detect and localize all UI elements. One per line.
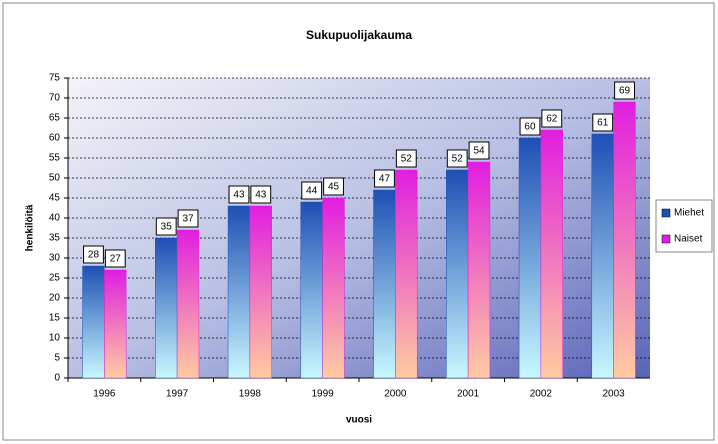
data-label: 44 xyxy=(306,186,318,197)
bar xyxy=(104,269,127,379)
data-label: 27 xyxy=(110,254,122,265)
x-tick-label: 2001 xyxy=(457,389,480,400)
data-label: 28 xyxy=(88,250,100,261)
x-tick-label: 2000 xyxy=(384,389,407,400)
data-label-box xyxy=(104,249,126,268)
data-label-box xyxy=(155,217,177,236)
y-tick-label: 25 xyxy=(49,273,61,284)
y-tick-label: 65 xyxy=(49,113,61,124)
data-label: 47 xyxy=(379,174,391,185)
legend-label: Naiset xyxy=(674,234,703,245)
data-label-box xyxy=(250,185,272,204)
y-tick-label: 5 xyxy=(54,353,60,364)
x-tick-label: 1997 xyxy=(166,389,189,400)
y-tick-label: 20 xyxy=(49,293,61,304)
data-label-box xyxy=(446,149,468,168)
x-axis-label: vuosi xyxy=(346,415,372,426)
y-tick-label: 60 xyxy=(49,133,61,144)
bar xyxy=(518,137,542,379)
y-tick-label: 15 xyxy=(49,313,61,324)
bar xyxy=(249,205,272,379)
data-label: 54 xyxy=(473,146,485,157)
legend-swatch xyxy=(661,234,671,244)
y-tick-label: 45 xyxy=(49,193,61,204)
legend-swatch xyxy=(661,208,671,218)
data-label: 60 xyxy=(524,122,536,133)
y-tick-label: 55 xyxy=(49,153,61,164)
bar xyxy=(467,161,491,379)
x-tick-label: 2002 xyxy=(530,389,553,400)
y-tick-label: 35 xyxy=(49,233,61,244)
bar xyxy=(155,237,178,379)
data-label-box xyxy=(374,169,395,188)
data-label-box xyxy=(323,177,344,196)
data-label-box xyxy=(592,113,614,132)
data-label-box xyxy=(177,209,199,228)
data-label-box xyxy=(395,149,417,168)
bar xyxy=(373,189,396,379)
x-tick-label: 1996 xyxy=(93,389,116,400)
data-label: 69 xyxy=(619,86,631,97)
y-tick-label: 30 xyxy=(49,253,61,264)
data-label: 43 xyxy=(255,190,267,201)
y-tick-label: 50 xyxy=(49,173,61,184)
data-label: 52 xyxy=(401,154,413,165)
data-label: 43 xyxy=(233,190,245,201)
bar xyxy=(613,101,636,379)
bar xyxy=(446,169,469,379)
chart-title: Sukupuolijakauma xyxy=(306,28,412,42)
data-label-box xyxy=(228,185,250,204)
data-label: 52 xyxy=(452,154,464,165)
data-label-box xyxy=(614,81,635,100)
data-label-box xyxy=(301,181,323,200)
y-tick-label: 40 xyxy=(49,213,61,224)
y-axis-label: henkilöitä xyxy=(25,204,36,251)
bar xyxy=(300,201,323,379)
data-label: 62 xyxy=(546,114,558,125)
y-tick-label: 10 xyxy=(49,333,61,344)
y-tick-label: 0 xyxy=(54,373,60,384)
y-tick-label: 70 xyxy=(49,93,61,104)
x-tick-label: 1999 xyxy=(312,389,335,400)
bar xyxy=(395,169,418,379)
legend-box xyxy=(655,199,713,253)
data-label: 37 xyxy=(182,214,194,225)
data-label: 45 xyxy=(328,182,340,193)
legend-label: Miehet xyxy=(674,208,704,219)
data-label-box xyxy=(468,141,490,160)
bar xyxy=(227,205,251,379)
data-label: 61 xyxy=(597,118,609,129)
y-tick-label: 75 xyxy=(49,73,61,84)
data-label-box xyxy=(519,117,541,136)
bar xyxy=(82,265,105,379)
data-label: 35 xyxy=(161,222,173,233)
bar xyxy=(176,229,200,379)
bar xyxy=(591,133,614,379)
data-label-box xyxy=(83,245,104,264)
data-label-box xyxy=(541,109,563,128)
bar xyxy=(322,197,345,379)
x-tick-label: 1998 xyxy=(239,389,262,400)
bar xyxy=(540,129,563,379)
x-tick-label: 2003 xyxy=(603,389,626,400)
